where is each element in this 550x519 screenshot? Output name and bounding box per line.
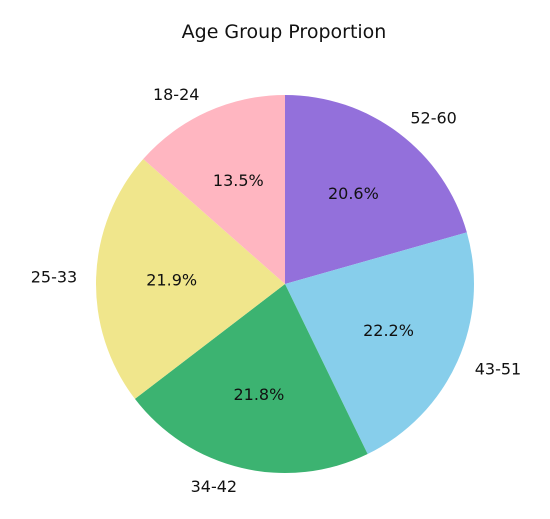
- pie-slice-25-33: [95, 159, 286, 399]
- pct-label-43-51: 22.2%: [363, 321, 414, 340]
- pct-label-34-42: 21.8%: [233, 385, 284, 404]
- pct-label-18-24: 13.5%: [213, 171, 264, 190]
- chart-title: Age Group Proportion: [182, 21, 387, 43]
- category-label-25-33: 25-33: [31, 267, 78, 286]
- pie-slice-34-42: [134, 284, 368, 473]
- category-label-34-42: 34-42: [191, 477, 238, 496]
- pct-label-52-60: 20.6%: [328, 184, 379, 203]
- category-label-18-24: 18-24: [153, 85, 200, 104]
- pie-labels: 20.6% 52-60 22.2% 43-51 21.8% 34-42 21.9% 25-33…: [31, 85, 522, 496]
- pie-slices: [95, 95, 474, 473]
- pie-slice-43-51: [285, 232, 474, 454]
- pct-label-25-33: 21.9%: [146, 271, 197, 290]
- pie-slice-52-60: [285, 95, 467, 284]
- category-label-43-51: 43-51: [475, 359, 522, 378]
- category-label-52-60: 52-60: [410, 109, 457, 128]
- pie-slice-18-24: [143, 95, 285, 284]
